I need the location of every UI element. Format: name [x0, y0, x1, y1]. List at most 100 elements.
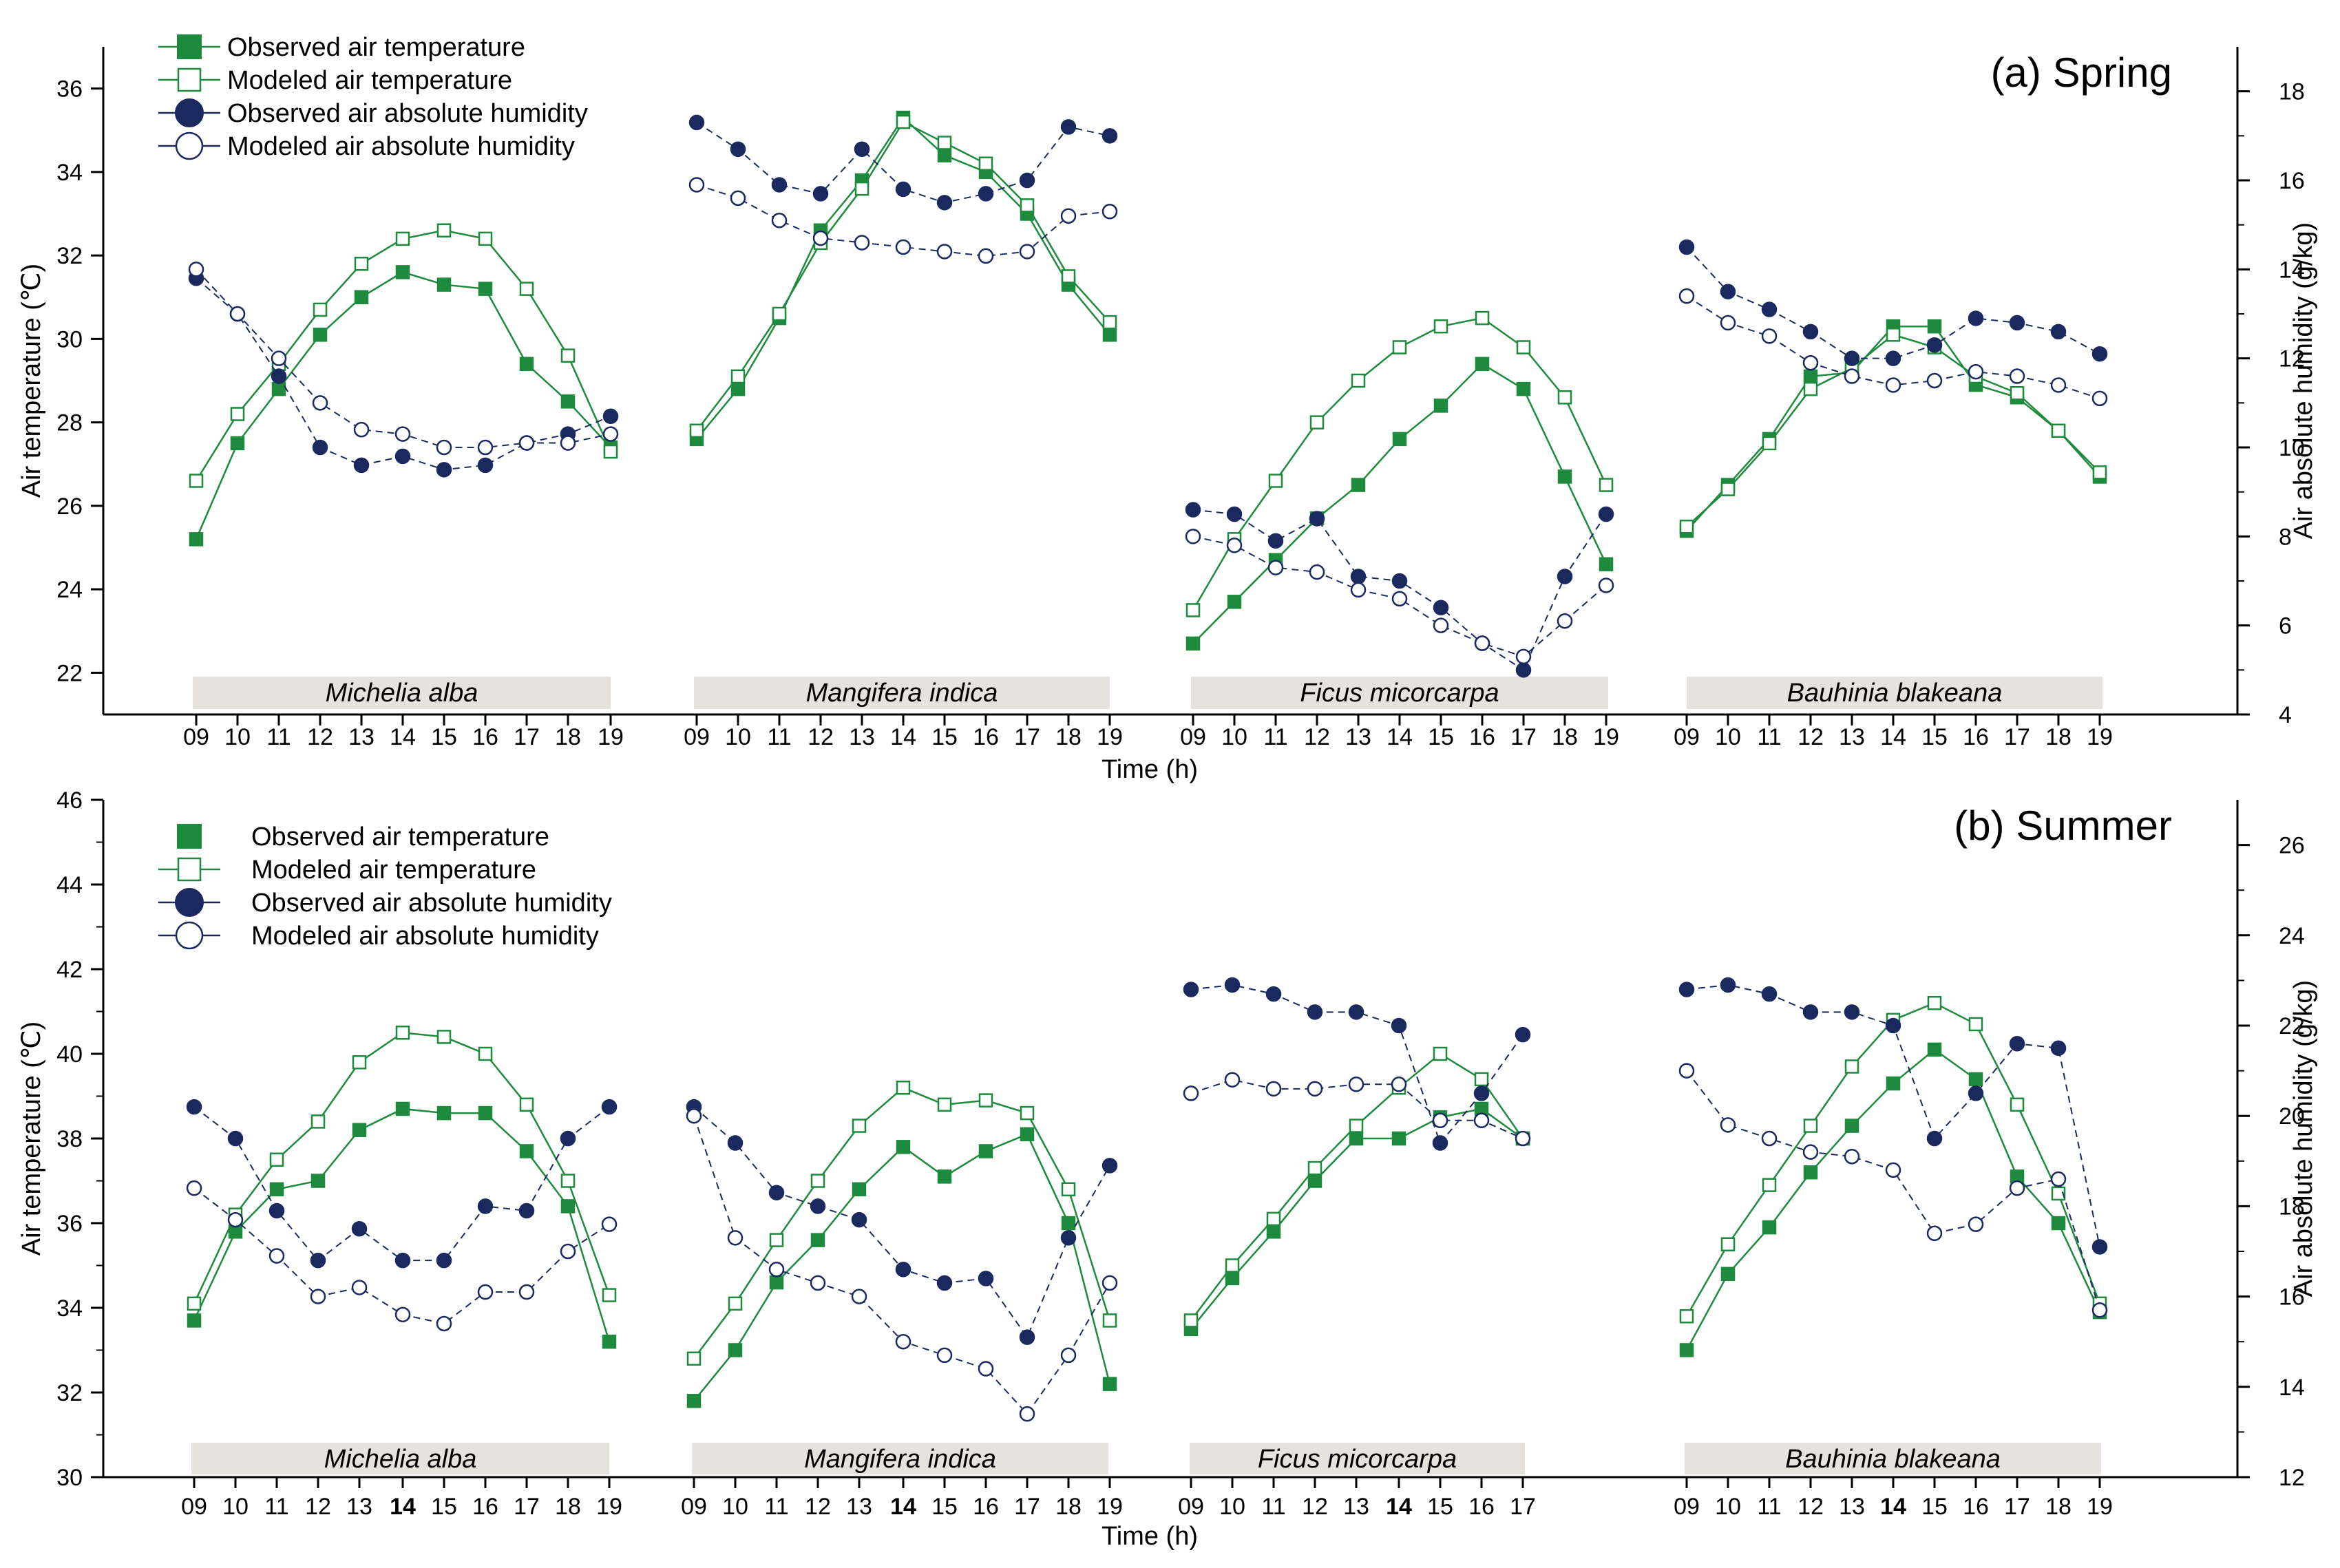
x-tick-label: 19: [2087, 724, 2113, 750]
data-point: [1309, 415, 1325, 430]
data-point: [436, 277, 452, 292]
data-point: [1432, 1112, 1448, 1129]
x-tick-label: 11: [1757, 724, 1781, 750]
y2-tick-label: 16: [2279, 1284, 2305, 1311]
x-tick-label: 15: [431, 724, 457, 750]
data-point: [394, 426, 411, 442]
data-point: [436, 439, 452, 456]
data-point: [1102, 1158, 1118, 1174]
data-point: [1926, 1225, 1943, 1242]
x-axis-title: Time (h): [1102, 1522, 1198, 1551]
data-point: [2051, 1186, 2066, 1201]
data-point: [1802, 1144, 1819, 1160]
x-tick-label: 19: [1593, 724, 1619, 750]
data-point: [271, 381, 286, 396]
data-point: [1720, 315, 1736, 331]
data-point: [1516, 381, 1531, 396]
y-tick-label: 28: [56, 410, 83, 436]
data-point: [1019, 172, 1035, 189]
data-point: [1720, 977, 1736, 993]
data-point: [1515, 662, 1532, 678]
data-point: [810, 1275, 826, 1291]
data-point: [227, 1130, 244, 1147]
data-point: [1226, 538, 1243, 553]
data-point: [937, 1097, 952, 1112]
species-label: Mangifera indica: [806, 679, 998, 708]
data-point: [436, 1315, 452, 1332]
x-tick-label: 09: [1178, 1494, 1204, 1520]
y-tick-label: 32: [56, 243, 83, 269]
data-point: [394, 448, 411, 465]
data-point: [436, 223, 452, 237]
data-point: [1020, 198, 1035, 213]
data-point: [1225, 1271, 1240, 1286]
data-point: [1926, 372, 1943, 389]
data-point: [2091, 1239, 2108, 1255]
data-point: [2051, 1216, 2066, 1231]
data-point: [1761, 1130, 1778, 1147]
data-point: [351, 1220, 368, 1237]
data-point: [603, 444, 618, 459]
data-point: [1349, 1119, 1364, 1133]
x-tick-label: 15: [1427, 1494, 1453, 1520]
data-point: [1433, 600, 1449, 616]
data-point: [352, 1123, 367, 1137]
data-point: [2010, 385, 2025, 401]
data-point: [313, 302, 328, 317]
data-point: [352, 1055, 367, 1070]
data-point: [936, 1275, 953, 1291]
y2-tick-label: 14: [2279, 257, 2305, 283]
y-tick-label: 44: [56, 872, 83, 898]
data-point: [851, 1211, 867, 1228]
series-line: [1685, 1048, 2101, 1351]
y2-tick-label: 12: [2279, 346, 2305, 372]
y2-tick-label: 20: [2279, 1103, 2305, 1130]
data-point: [351, 1280, 368, 1295]
x-tick-label: 18: [1055, 1494, 1082, 1520]
data-point: [1267, 533, 1284, 549]
data-point: [812, 230, 829, 246]
data-point: [1762, 436, 1777, 451]
data-point: [978, 186, 994, 202]
legend-marker: [175, 888, 204, 917]
data-point: [1227, 595, 1242, 609]
x-axis-title: Time (h): [1102, 755, 1198, 784]
data-point: [936, 1347, 953, 1364]
data-point: [271, 350, 287, 366]
series-line: [1685, 1002, 2101, 1317]
data-point: [937, 148, 952, 162]
data-point: [1348, 1077, 1364, 1092]
data-point: [730, 381, 746, 396]
data-point: [1679, 519, 1694, 534]
data-point: [1183, 1085, 1199, 1101]
data-point: [1844, 368, 1860, 384]
x-tick-label: 19: [1097, 724, 1123, 750]
data-point: [937, 1169, 952, 1184]
y-tick-label: 30: [56, 1465, 83, 1491]
data-point: [189, 532, 204, 547]
data-point: [2010, 1097, 2025, 1112]
data-point: [896, 114, 911, 129]
data-point: [854, 181, 869, 196]
data-point: [1102, 204, 1118, 220]
data-point: [436, 1105, 452, 1121]
x-tick-label: 17: [1014, 724, 1040, 750]
x-tick-label: 11: [1757, 1494, 1781, 1520]
data-point: [1350, 569, 1367, 584]
legend-marker: [177, 857, 202, 882]
data-point: [1761, 986, 1778, 1002]
data-point: [187, 1296, 202, 1311]
data-point: [1102, 1313, 1117, 1328]
data-point: [810, 1233, 825, 1247]
data-point: [854, 141, 870, 157]
data-point: [854, 235, 870, 251]
data-point: [1019, 1329, 1035, 1345]
data-point: [688, 114, 705, 131]
data-point: [1885, 1162, 1901, 1178]
x-tick-label: 09: [684, 724, 710, 750]
panel-spring: 22 24 26 28 30 32 34 36 4 6 8 10 12 14 16 18 Air tempera…: [17, 33, 2318, 784]
x-tick-label: 15: [431, 1494, 457, 1520]
data-point: [188, 262, 204, 277]
data-point: [1349, 1131, 1364, 1146]
